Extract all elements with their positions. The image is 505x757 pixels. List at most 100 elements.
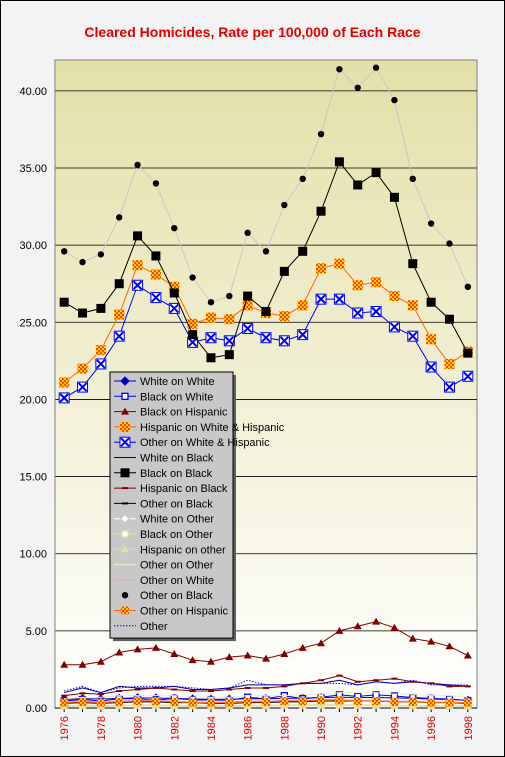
marker	[297, 300, 308, 311]
marker	[133, 701, 142, 709]
marker	[151, 697, 160, 706]
marker	[132, 280, 143, 290]
marker	[150, 269, 161, 280]
x-tick-label: 1988	[279, 716, 291, 740]
marker	[279, 266, 289, 276]
x-tick-label: 1978	[96, 716, 108, 740]
marker	[188, 330, 198, 340]
marker	[280, 650, 289, 657]
marker	[298, 697, 307, 706]
marker	[261, 333, 271, 343]
legend-entry: Black on White	[114, 391, 213, 403]
marker	[389, 291, 400, 302]
marker	[372, 697, 381, 706]
legend-entry: White on Black	[114, 453, 214, 465]
legend-label: Other on White & Hispanic	[140, 437, 270, 449]
marker	[316, 294, 326, 304]
marker	[297, 329, 308, 340]
marker	[334, 294, 345, 304]
series-14	[60, 64, 472, 306]
marker	[206, 333, 216, 343]
marker	[77, 382, 88, 392]
x-tick-label: 1990	[316, 716, 328, 740]
marker	[133, 697, 142, 706]
marker	[132, 260, 143, 271]
marker	[353, 308, 363, 318]
marker	[225, 698, 234, 707]
marker	[390, 697, 399, 706]
marker	[426, 362, 436, 372]
y-tick-label: 15.00	[19, 472, 47, 484]
marker	[226, 292, 233, 300]
legend-entry: Black on Other	[114, 529, 213, 541]
marker	[317, 701, 326, 709]
marker	[115, 697, 124, 706]
marker	[187, 337, 198, 348]
marker	[444, 358, 455, 369]
series-12	[64, 692, 468, 700]
marker	[281, 201, 288, 209]
marker	[262, 248, 270, 255]
x-tick-label: 1986	[243, 716, 255, 740]
marker	[224, 314, 235, 325]
marker	[224, 350, 234, 360]
marker	[96, 698, 105, 707]
marker	[298, 701, 307, 709]
marker	[243, 291, 253, 301]
marker	[446, 240, 453, 247]
marker	[120, 468, 130, 478]
series-line	[64, 679, 468, 694]
marker	[77, 363, 88, 374]
marker	[298, 246, 308, 256]
marker	[188, 656, 197, 664]
marker	[389, 322, 400, 332]
marker	[121, 392, 129, 400]
marker	[120, 421, 130, 432]
marker	[187, 318, 198, 329]
series-line	[64, 679, 468, 694]
marker	[151, 701, 160, 709]
marker	[336, 66, 343, 73]
marker	[372, 617, 381, 625]
marker	[279, 336, 290, 346]
marker	[463, 371, 473, 381]
marker	[114, 279, 124, 289]
y-tick-label: 35.00	[19, 163, 47, 175]
marker	[120, 376, 130, 386]
marker	[280, 701, 289, 709]
marker	[334, 157, 344, 167]
marker	[407, 300, 418, 311]
series-5	[64, 679, 468, 694]
y-tick-label: 25.00	[19, 317, 47, 329]
marker	[371, 277, 382, 288]
legend-entry: Other on White & Hispanic	[114, 436, 270, 449]
marker	[115, 648, 124, 656]
marker	[261, 306, 271, 316]
y-tick-label: 40.00	[19, 86, 47, 98]
marker	[121, 530, 129, 538]
y-tick-label: 10.00	[19, 549, 47, 561]
marker	[59, 297, 69, 307]
legend-label: Other on Hispanic	[140, 606, 229, 618]
series-16	[64, 679, 468, 694]
legend: White on White Black on White Black on His…	[109, 371, 285, 642]
marker	[121, 545, 129, 553]
marker	[408, 634, 417, 642]
legend-entry: Other on Hispanic	[114, 606, 229, 618]
marker	[152, 180, 160, 187]
marker	[78, 308, 88, 318]
marker	[225, 653, 234, 661]
marker	[171, 224, 178, 232]
marker	[120, 513, 130, 524]
marker	[464, 283, 472, 290]
marker	[371, 306, 381, 317]
marker	[353, 180, 363, 190]
series-4	[58, 279, 474, 404]
marker	[60, 660, 69, 668]
legend-entry: Other on Other	[114, 560, 214, 572]
marker	[353, 622, 362, 630]
x-tick-label: 1998	[463, 716, 475, 740]
legend-entry: Other on White	[114, 575, 214, 587]
marker	[60, 698, 69, 707]
